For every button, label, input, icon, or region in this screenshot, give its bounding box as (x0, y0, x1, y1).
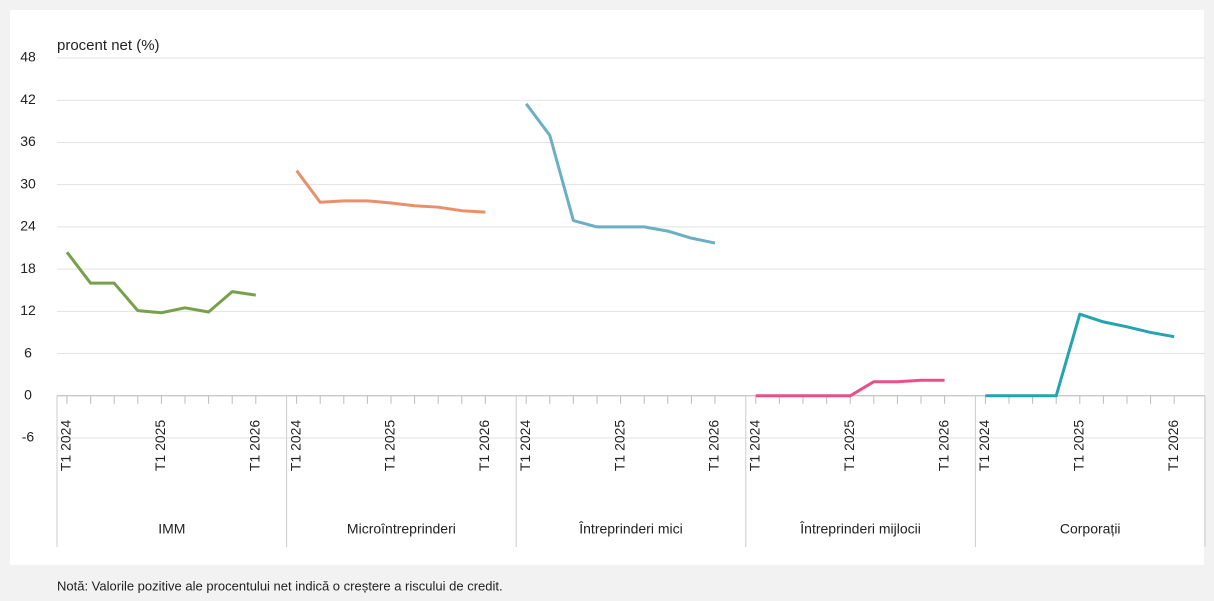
x-tick-label: T1 2024 (58, 420, 74, 472)
note: Notă: Valorile pozitive ale procentului … (57, 578, 503, 593)
y-tick-label: 12 (20, 302, 36, 318)
line (755, 378, 945, 398)
y-tick-label: 0 (24, 386, 32, 402)
x-tick-label: T1 2025 (1071, 420, 1087, 472)
group-label: IMM (158, 521, 185, 537)
y-tick-label: 18 (20, 260, 36, 276)
y-tick-label: 24 (20, 218, 36, 234)
group-label: Corporații (1060, 521, 1121, 537)
x-tick-label: T1 2026 (706, 420, 722, 472)
group-label: Microîntreprinderi (347, 521, 456, 537)
line (65, 251, 257, 315)
x-tick-label: T1 2024 (747, 420, 763, 472)
group-label: Întreprinderi mici (578, 521, 682, 537)
y-axis-label: procent net (%) (57, 37, 160, 54)
plot-background (10, 10, 1204, 565)
x-tick-label: T1 2024 (517, 420, 533, 472)
x-tick-label: T1 2026 (476, 420, 492, 472)
x-tick-label: T1 2025 (611, 420, 627, 472)
x-tick-label: T1 2024 (287, 420, 303, 472)
y-tick-label: -6 (22, 429, 35, 445)
line (295, 169, 486, 214)
y-tick-label: 36 (20, 133, 36, 149)
x-tick-label: T1 2025 (382, 420, 398, 472)
x-tick-label: T1 2025 (841, 420, 857, 472)
y-tick-label: 48 (20, 49, 36, 65)
x-tick-label: T1 2025 (152, 420, 168, 472)
x-tick-label: T1 2024 (976, 420, 992, 472)
y-tick-label: 30 (20, 175, 36, 191)
y-tick-label: 6 (24, 344, 32, 360)
x-tick-label: T1 2026 (935, 420, 951, 472)
x-tick-label: T1 2026 (247, 420, 263, 472)
x-tick-label: T1 2026 (1165, 420, 1181, 472)
line (524, 102, 716, 245)
group-label: Întreprinderi mijlocii (799, 521, 921, 537)
line (985, 312, 1175, 398)
y-tick-label: 42 (20, 91, 36, 107)
